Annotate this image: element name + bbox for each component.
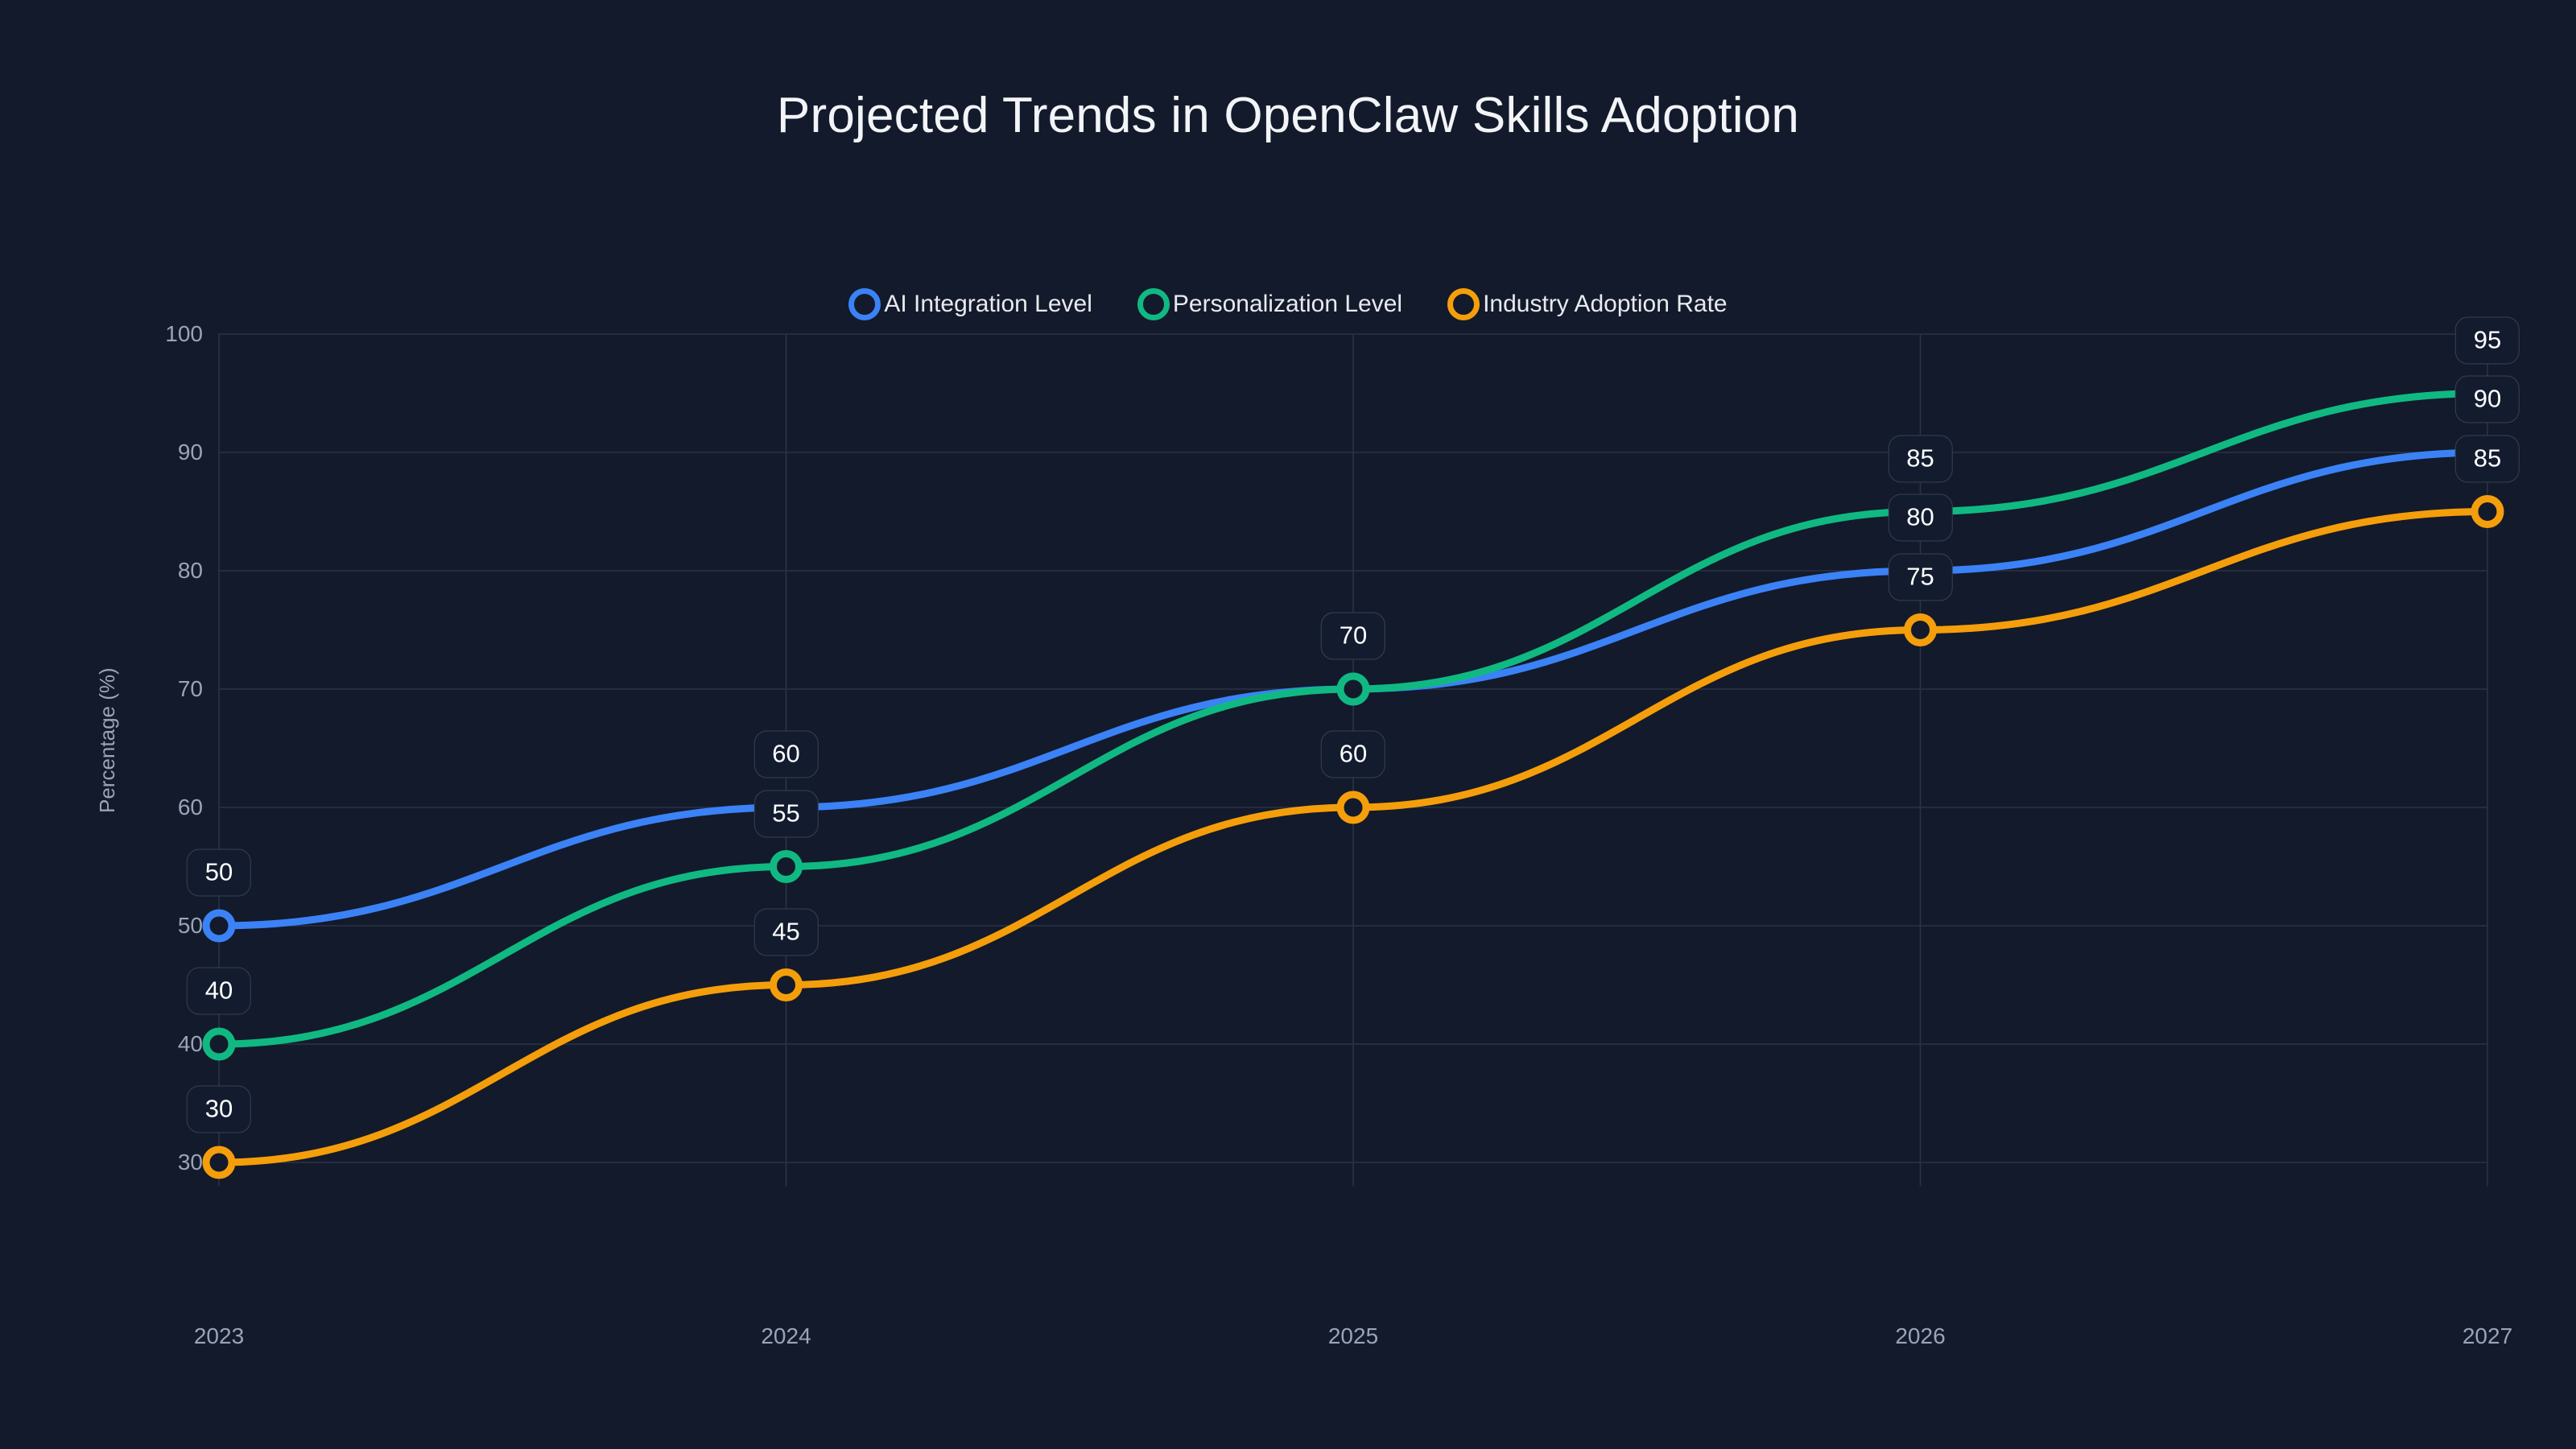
legend-item-label: AI Integration Level	[884, 291, 1092, 317]
legend-item-label: Personalization Level	[1172, 291, 1403, 317]
y-axis-tick-label: 100	[165, 321, 203, 346]
legend-marker-circle-icon	[1447, 288, 1480, 320]
y-axis-tick-label: 40	[177, 1031, 203, 1056]
legend-item-2[interactable]: Industry Adoption Rate	[1447, 288, 1728, 320]
data-point-marker[interactable]	[202, 909, 236, 943]
data-point-label: 30	[186, 1085, 252, 1133]
data-point-marker[interactable]	[1904, 613, 1937, 646]
data-point-marker[interactable]	[770, 968, 803, 1001]
data-point-label: 70	[1320, 612, 1386, 660]
x-axis-tick-label: 2027	[2462, 1323, 2513, 1348]
data-point-marker[interactable]	[1336, 791, 1370, 824]
y-axis-tick-label: 30	[177, 1150, 203, 1174]
data-point-marker[interactable]	[202, 1027, 236, 1061]
data-point-label: 60	[1320, 730, 1386, 778]
data-point-marker[interactable]	[2471, 495, 2504, 528]
data-point-label: 90	[2454, 375, 2520, 423]
legend-item-0[interactable]: AI Integration Level	[848, 288, 1092, 320]
legend-marker-circle-icon	[1137, 288, 1170, 320]
chart-legend: AI Integration Level Personalization Leve…	[0, 288, 2576, 320]
data-point-label: 50	[186, 848, 252, 897]
y-axis-tick-label: 50	[177, 913, 203, 938]
y-axis-tick-label: 70	[177, 676, 203, 701]
legend-marker-circle-icon	[848, 288, 881, 320]
y-axis-ticks: 100 90 80 70 60 50 40 30	[145, 0, 203, 1449]
chart-title: Projected Trends in OpenClaw Skills Adop…	[776, 88, 1800, 143]
data-point-label: 80	[1888, 493, 1953, 542]
data-point-label: 60	[753, 730, 819, 778]
legend-item-label: Industry Adoption Rate	[1483, 291, 1728, 317]
data-point-label: 95	[2454, 316, 2520, 364]
y-axis-tick-label: 90	[177, 440, 203, 464]
y-axis-tick-label: 60	[177, 795, 203, 819]
data-point-marker[interactable]	[202, 1146, 236, 1179]
data-point-marker[interactable]	[770, 850, 803, 883]
data-point-label: 45	[753, 908, 819, 956]
x-axis-tick-label: 2026	[1895, 1323, 1946, 1348]
data-point-label: 40	[186, 967, 252, 1015]
y-axis-tick-label: 80	[177, 558, 203, 583]
data-point-label: 85	[1888, 435, 1953, 482]
x-axis-tick-label: 2025	[1327, 1323, 1379, 1348]
data-point-label: 85	[2454, 435, 2520, 482]
data-point-label: 55	[753, 790, 819, 837]
legend-item-1[interactable]: Personalization Level	[1137, 288, 1402, 320]
x-axis-tick-label: 2024	[761, 1323, 811, 1348]
data-point-label: 75	[1888, 553, 1953, 601]
x-axis-tick-label: 2023	[193, 1323, 245, 1348]
data-point-marker[interactable]	[1336, 672, 1370, 706]
